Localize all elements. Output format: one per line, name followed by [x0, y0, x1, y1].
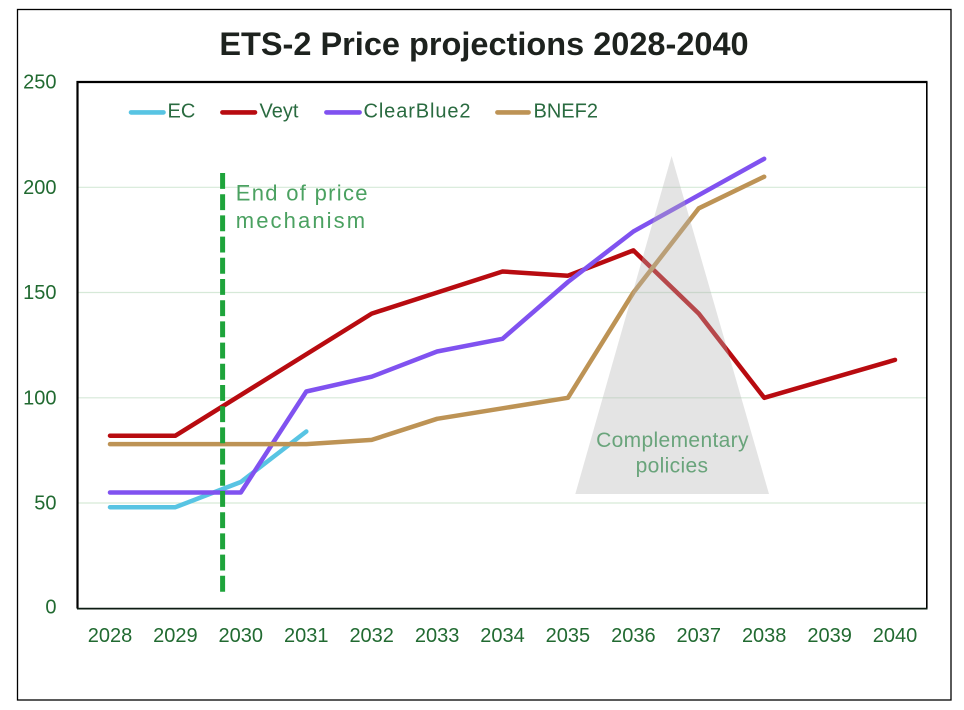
- svg-text:Veyt: Veyt: [260, 101, 299, 123]
- svg-text:2038: 2038: [742, 625, 787, 647]
- svg-text:End of price: End of price: [236, 181, 369, 206]
- svg-text:2035: 2035: [546, 625, 591, 647]
- svg-text:200: 200: [23, 177, 56, 199]
- svg-text:50: 50: [34, 493, 56, 515]
- svg-text:2039: 2039: [807, 625, 852, 647]
- svg-text:ETS-2 Price projections 2028-2: ETS-2 Price projections 2028-2040: [219, 26, 748, 62]
- svg-text:0: 0: [45, 597, 56, 619]
- svg-text:2032: 2032: [349, 625, 394, 647]
- svg-text:ClearBlue2: ClearBlue2: [364, 101, 472, 123]
- svg-text:2029: 2029: [153, 625, 198, 647]
- svg-text:250: 250: [23, 72, 56, 94]
- svg-text:100: 100: [23, 387, 56, 409]
- svg-text:2036: 2036: [611, 625, 656, 647]
- svg-text:BNEF2: BNEF2: [534, 101, 598, 123]
- svg-text:2040: 2040: [873, 625, 918, 647]
- svg-text:2037: 2037: [677, 625, 722, 647]
- svg-text:2031: 2031: [284, 625, 329, 647]
- svg-text:EC: EC: [168, 101, 196, 123]
- svg-text:policies: policies: [636, 455, 709, 478]
- svg-text:2034: 2034: [480, 625, 525, 647]
- svg-text:Complementary: Complementary: [596, 429, 749, 452]
- svg-text:2028: 2028: [88, 625, 133, 647]
- svg-text:2033: 2033: [415, 625, 460, 647]
- svg-text:mechanism: mechanism: [236, 208, 367, 233]
- svg-text:150: 150: [23, 282, 56, 304]
- svg-text:2030: 2030: [219, 625, 264, 647]
